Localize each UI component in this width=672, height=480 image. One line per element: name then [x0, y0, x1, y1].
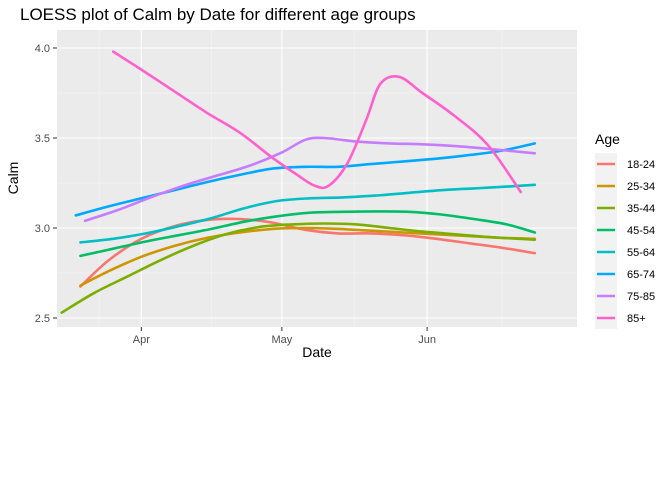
y-axis-title: Calm: [5, 162, 21, 195]
x-tick-label: May: [271, 334, 292, 346]
y-tick-label: 3.0: [35, 223, 50, 235]
series-line-85-plus: [111, 50, 523, 194]
chart-title: LOESS plot of Calm by Date for different…: [20, 5, 416, 24]
series-line-18-24: [79, 217, 537, 288]
y-tick-label: 4.0: [35, 43, 50, 55]
y-axis-ticks: 2.5 3.0 3.5 4.0: [35, 43, 57, 325]
legend-label-65-74: 65-74: [627, 269, 655, 281]
legend: Age 18-24 25-34 35-44 45-54 55-64 65-74 75-85 8…: [595, 131, 655, 329]
series-line-35-44: [60, 222, 537, 314]
x-axis-ticks: Apr May Jun: [133, 327, 436, 346]
x-tick-label: Jun: [418, 334, 436, 346]
legend-label-45-54: 45-54: [627, 225, 655, 237]
series-line-75-85: [83, 136, 537, 223]
legend-label-85-plus: 85+: [627, 313, 646, 325]
y-tick-label: 2.5: [35, 313, 50, 325]
series-line-45-54: [79, 210, 537, 258]
legend-label-18-24: 18-24: [627, 159, 655, 171]
series-line-65-74: [74, 142, 537, 217]
x-axis-title: Date: [302, 344, 332, 360]
series-lines: [60, 50, 537, 314]
legend-title: Age: [595, 131, 620, 147]
x-tick-label: Apr: [133, 334, 150, 346]
legend-label-55-64: 55-64: [627, 247, 655, 259]
y-tick-label: 3.5: [35, 133, 50, 145]
series-line-55-64: [79, 183, 537, 244]
legend-label-75-85: 75-85: [627, 291, 655, 303]
legend-label-25-34: 25-34: [627, 181, 655, 193]
plot-panel: [57, 30, 577, 327]
legend-label-35-44: 35-44: [627, 203, 655, 215]
